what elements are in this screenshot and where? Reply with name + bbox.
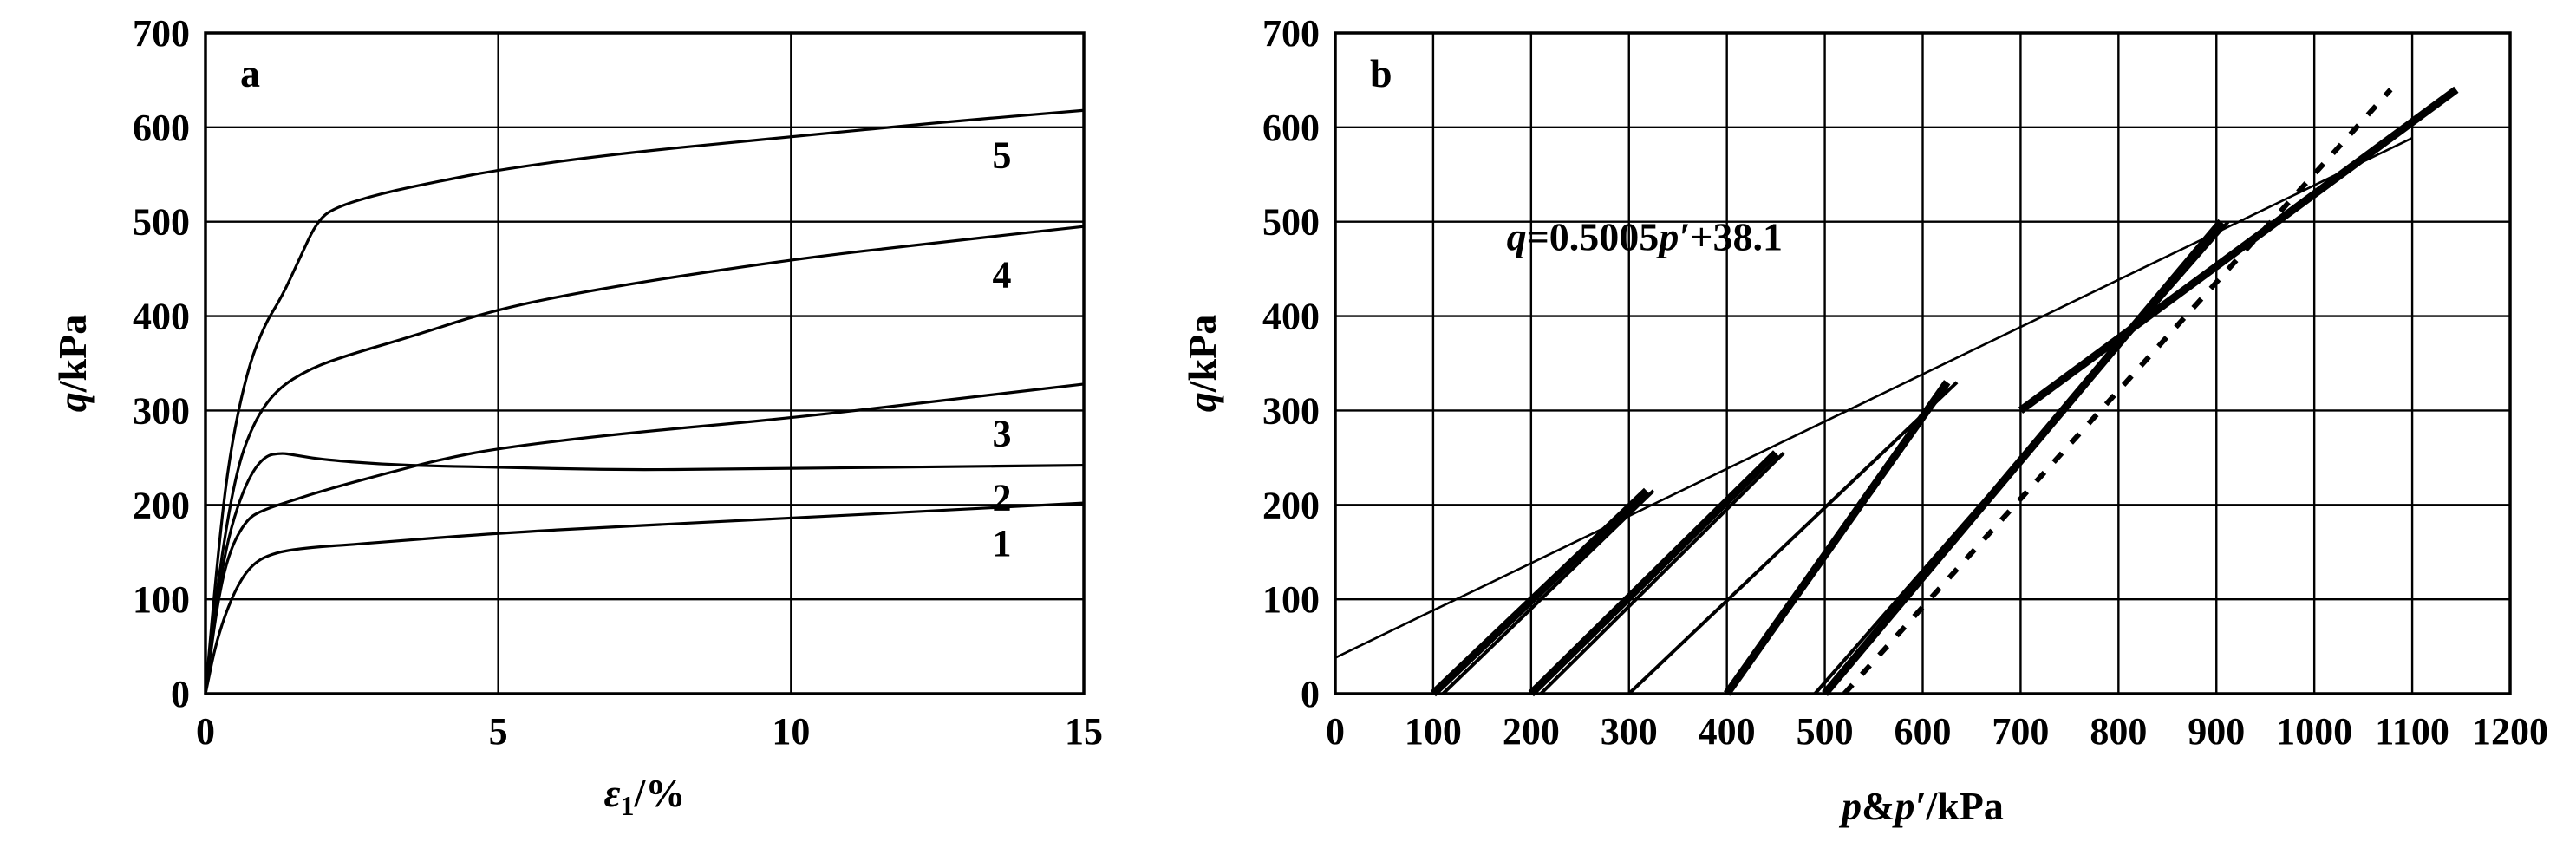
x-tick-label: 900 bbox=[2188, 710, 2245, 753]
curve-5 bbox=[204, 108, 1085, 695]
y-tick-label: 300 bbox=[133, 389, 190, 432]
panel-b-y-axis-symbol: q bbox=[1180, 392, 1224, 412]
panel-a-curve-labels: 12 3 4 5 bbox=[992, 134, 1011, 564]
panel-b-plot: 0 100 200 300 400 500 600 700 0 100 200 300 400 500 60… bbox=[1180, 12, 2548, 828]
panel-b-x-axis-unit: /kPa bbox=[1925, 784, 2003, 828]
x-tick-label: 200 bbox=[1503, 710, 1560, 753]
y-tick-label: 500 bbox=[1262, 201, 1320, 244]
panel-b-y-axis-unit: /kPa bbox=[1180, 315, 1224, 393]
y-tick-label: 200 bbox=[1262, 484, 1320, 526]
panel-b-x-axis-ampersand: & bbox=[1862, 784, 1895, 828]
x-tick-label: 700 bbox=[1992, 710, 2049, 753]
curve-1 bbox=[204, 501, 1085, 695]
y-tick-label: 600 bbox=[1262, 107, 1320, 149]
stress-path-effective bbox=[1430, 487, 1650, 697]
panel-b-tick-labels: 0 100 200 300 400 500 600 700 0 100 200 300 400 500 60… bbox=[1262, 12, 2548, 753]
stress-path-effective bbox=[1528, 450, 1779, 697]
x-tick-label: 10 bbox=[772, 710, 810, 753]
panel-b-fit-line bbox=[1334, 137, 2413, 659]
curve-3 bbox=[204, 382, 1085, 695]
panel-a-x-axis-subscript: 1 bbox=[621, 790, 635, 821]
panel-a-x-axis-symbol: ε bbox=[604, 771, 621, 815]
x-tick-label: 1100 bbox=[2375, 710, 2449, 753]
x-tick-label: 15 bbox=[1065, 710, 1103, 753]
panel-b-fit-equation: q=0.5005p′+38.1 bbox=[1507, 214, 1783, 258]
y-tick-label: 700 bbox=[133, 12, 190, 55]
x-tick-label: 300 bbox=[1601, 710, 1658, 753]
x-tick-label: 500 bbox=[1797, 710, 1854, 753]
panel-b-stress-paths bbox=[1430, 86, 2459, 697]
x-tick-label: 800 bbox=[2090, 710, 2147, 753]
y-tick-label: 100 bbox=[1262, 578, 1320, 621]
panel-b-grid bbox=[1335, 33, 2510, 694]
y-tick-label: 100 bbox=[133, 578, 190, 621]
x-tick-label: 400 bbox=[1699, 710, 1756, 753]
y-tick-label: 500 bbox=[133, 201, 190, 244]
x-tick-label: 0 bbox=[196, 710, 215, 753]
y-tick-label: 400 bbox=[1262, 296, 1320, 338]
stress-path-total bbox=[1539, 451, 1785, 695]
equation-lhs: q bbox=[1507, 214, 1527, 258]
curve-label-2: 2 bbox=[992, 477, 1011, 519]
panel-b-x-axis-symbol-p: p bbox=[1838, 784, 1862, 828]
panel-a-frame bbox=[204, 31, 1086, 695]
stress-path-total bbox=[1813, 220, 2230, 695]
panel-a-grid bbox=[205, 33, 1084, 694]
x-tick-label: 5 bbox=[489, 710, 508, 753]
equation-variable: p′ bbox=[1655, 214, 1690, 258]
panel-b-letter: b bbox=[1370, 51, 1392, 95]
x-tick-label: 100 bbox=[1405, 710, 1462, 753]
y-tick-label: 600 bbox=[133, 107, 190, 149]
curve-4 bbox=[204, 225, 1085, 695]
panel-a-x-axis-unit: /% bbox=[634, 771, 686, 815]
curve-label-3: 3 bbox=[992, 413, 1011, 455]
stress-path-effective bbox=[2018, 86, 2459, 414]
equation-intercept: +38.1 bbox=[1690, 214, 1783, 258]
panel-b-frame bbox=[1334, 31, 2512, 695]
curve-label-4: 4 bbox=[992, 254, 1011, 297]
panel-a-x-axis-title: ε1/% bbox=[604, 771, 686, 821]
stress-path-effective bbox=[1723, 380, 1951, 696]
panel-a-y-axis-title: q/kPa bbox=[50, 315, 95, 412]
stress-path-total bbox=[1627, 381, 1959, 695]
y-tick-label: 200 bbox=[133, 484, 190, 526]
panel-a-curves bbox=[204, 108, 1085, 695]
panel-a-y-axis-unit: /kPa bbox=[50, 315, 95, 393]
y-tick-label: 0 bbox=[1301, 673, 1320, 715]
panel-b-x-axis-symbol-p-prime: p′ bbox=[1891, 784, 1926, 828]
x-tick-label: 1200 bbox=[2472, 710, 2548, 753]
x-tick-label: 0 bbox=[1326, 710, 1345, 753]
panel-a-y-axis-symbol: q bbox=[50, 392, 95, 412]
x-tick-label: 1000 bbox=[2276, 710, 2352, 753]
curve-label-1: 1 bbox=[992, 522, 1011, 564]
curve-2 bbox=[204, 452, 1085, 695]
stress-path-total bbox=[1441, 489, 1655, 695]
panel-b-y-axis-title: q/kPa bbox=[1180, 315, 1224, 412]
stress-path-total bbox=[1842, 88, 2393, 696]
y-tick-label: 400 bbox=[133, 296, 190, 338]
x-tick-label: 600 bbox=[1895, 710, 1952, 753]
panel-a-letter: a bbox=[240, 51, 260, 95]
y-tick-label: 300 bbox=[1262, 389, 1320, 432]
y-tick-label: 0 bbox=[171, 673, 190, 715]
y-tick-label: 700 bbox=[1262, 12, 1320, 55]
panel-b-x-axis-title: p&p′/kPa bbox=[1838, 784, 2004, 828]
equation-coefficient: =0.5005 bbox=[1527, 214, 1660, 258]
curve-label-5: 5 bbox=[992, 134, 1011, 176]
